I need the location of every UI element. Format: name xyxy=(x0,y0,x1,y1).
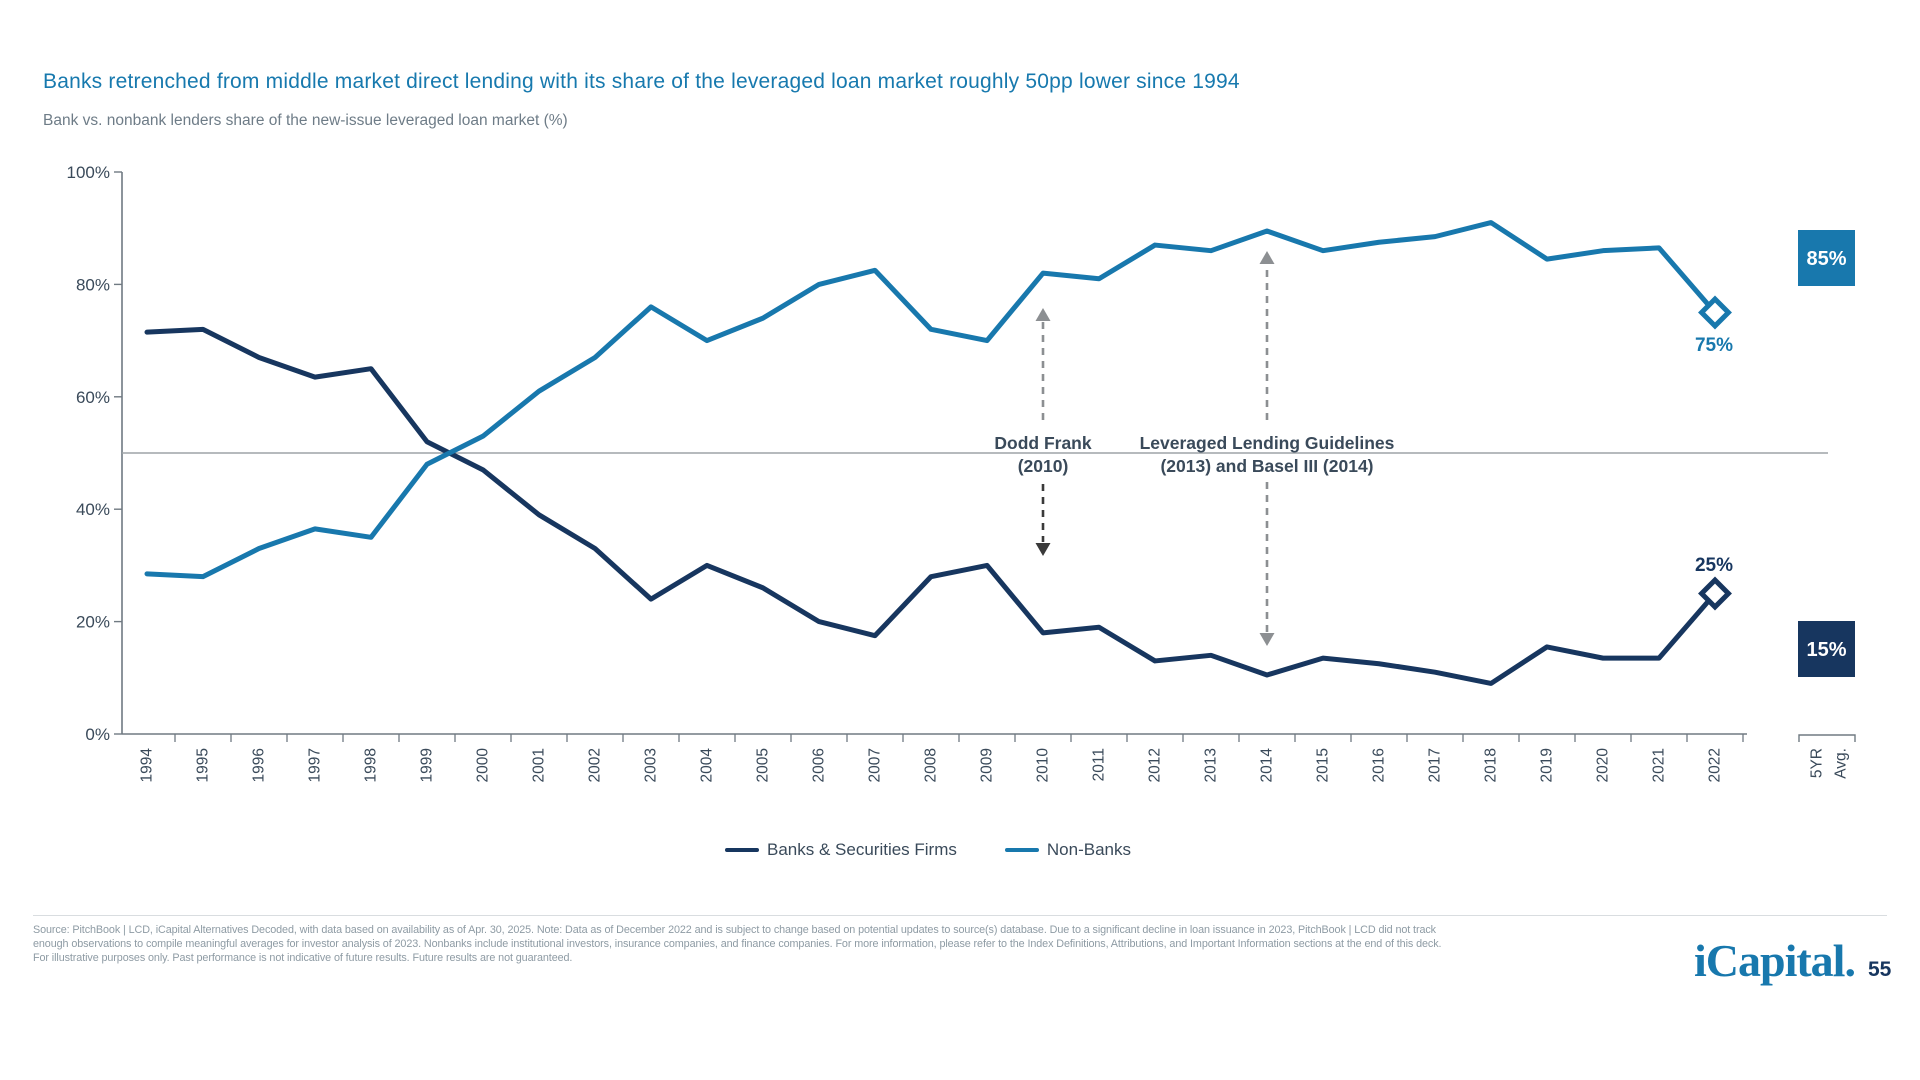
x-tick-label: 2022 xyxy=(1707,748,1724,782)
x-tick-label: 2001 xyxy=(531,748,548,782)
x-tick-label: 1995 xyxy=(195,748,212,782)
x-tick-label: 2006 xyxy=(811,748,828,782)
y-tick-label: 0% xyxy=(85,725,110,744)
series-line-banks xyxy=(144,326,1718,686)
annotation-text: Leveraged Lending Guidelines xyxy=(1140,433,1395,453)
x-tick-label: 2007 xyxy=(867,748,884,782)
annotation-arrowhead xyxy=(1259,251,1275,264)
x-tick-label: 2015 xyxy=(1315,748,1332,782)
banks-avg-box xyxy=(1798,621,1855,677)
x-tick-label: 1996 xyxy=(251,748,268,782)
annotation-arrowhead xyxy=(1035,543,1051,556)
banks-end-label: 25% xyxy=(1695,555,1733,576)
x-tick-label: 2005 xyxy=(755,748,772,782)
x-tick-label: 2013 xyxy=(1203,748,1220,782)
legend-item-nonbanks: Non-Banks xyxy=(1004,840,1131,860)
banks-avg-value: 15% xyxy=(1806,639,1846,661)
x-tick-label: 2014 xyxy=(1259,748,1276,783)
x-tick-label: 2021 xyxy=(1651,748,1668,782)
y-tick-label: 100% xyxy=(67,163,110,182)
x-tick-label: 2010 xyxy=(1035,748,1052,783)
page-number: 55 xyxy=(1867,958,1892,981)
x-tick-label: 1997 xyxy=(307,748,324,782)
x-tick-label: 2000 xyxy=(475,748,492,783)
x-tick-label: 2019 xyxy=(1539,748,1556,782)
annotation-arrowhead xyxy=(1259,633,1275,646)
icapital-logo: iCapital. 55 xyxy=(1694,934,1891,987)
annotation-text: Dodd Frank xyxy=(994,433,1091,453)
legend-item-banks: Banks & Securities Firms xyxy=(725,840,957,860)
x-tick-label: 1994 xyxy=(139,748,156,783)
x-tick-label: 2020 xyxy=(1595,748,1612,783)
annotation-text: (2010) xyxy=(1018,456,1069,476)
avg-column-label: Avg. xyxy=(1833,748,1850,779)
x-tick-label: 1999 xyxy=(419,748,436,782)
x-tick-label: 2009 xyxy=(979,748,996,782)
x-tick-label: 2003 xyxy=(643,748,660,782)
icapital-logo-text: iCapital. xyxy=(1694,935,1856,986)
y-tick-label: 60% xyxy=(76,388,110,407)
x-tick-label: 2018 xyxy=(1483,748,1500,782)
chart-legend: Banks & Securities Firms Non-Banks xyxy=(0,840,1856,860)
page-subtitle: Bank vs. nonbank lenders share of the ne… xyxy=(43,112,568,129)
annotation-arrowhead xyxy=(1035,308,1051,321)
x-tick-label: 2016 xyxy=(1371,748,1388,782)
x-tick-label: 2008 xyxy=(923,748,940,782)
avg-column-label: 5YR xyxy=(1809,748,1826,778)
nonbanks-line-swatch xyxy=(1004,847,1039,853)
source-line: For illustrative purposes only. Past per… xyxy=(33,951,573,964)
avg-bracket xyxy=(1798,734,1856,742)
end-marker-nonbanks xyxy=(1698,295,1732,330)
nonbanks-end-label: 75% xyxy=(1695,335,1733,356)
legend-label-banks: Banks & Securities Firms xyxy=(767,840,957,859)
annotation-text: (2013) and Basel III (2014) xyxy=(1160,456,1373,476)
nonbanks-avg-box xyxy=(1798,230,1855,286)
footer-divider xyxy=(33,915,1887,916)
source-line: Source: PitchBook | LCD, iCapital Altern… xyxy=(33,924,1436,936)
banks-line-swatch xyxy=(725,847,759,853)
source-note: Source: PitchBook | LCD, iCapital Altern… xyxy=(33,924,1533,965)
x-tick-label: 2017 xyxy=(1427,748,1444,782)
x-tick-label: 2004 xyxy=(699,748,716,783)
x-tick-label: 2002 xyxy=(587,748,604,782)
y-tick-label: 40% xyxy=(76,500,110,519)
y-tick-label: 20% xyxy=(76,613,110,632)
page-title: Banks retrenched from middle market dire… xyxy=(43,70,1240,93)
x-tick-label: 2012 xyxy=(1147,748,1164,782)
y-tick-label: 80% xyxy=(76,275,110,294)
nonbanks-avg-value: 85% xyxy=(1806,248,1846,270)
x-tick-label: 2011 xyxy=(1091,748,1108,781)
source-line: enough observations to compile meaningfu… xyxy=(33,937,1442,950)
x-tick-label: 1998 xyxy=(363,748,380,782)
legend-label-nonbanks: Non-Banks xyxy=(1046,840,1131,859)
end-marker-banks xyxy=(1698,576,1732,611)
series-line-nonbanks xyxy=(144,220,1718,580)
